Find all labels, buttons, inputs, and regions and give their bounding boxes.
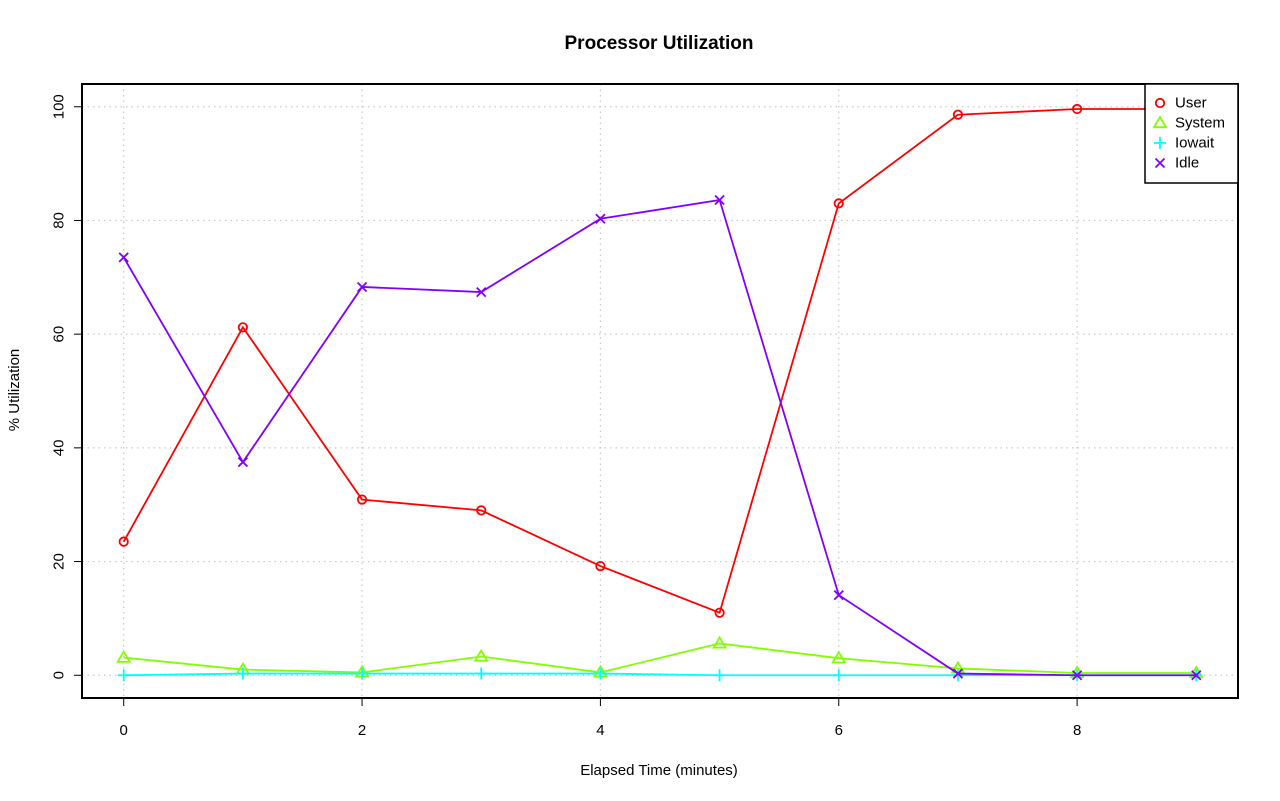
data-point-system <box>831 650 847 664</box>
series-line-system <box>123 642 1197 674</box>
legend-marker-idle <box>1154 157 1166 169</box>
legend-marker-user <box>1154 97 1166 109</box>
data-point-iowait <box>713 669 726 682</box>
data-point-iowait <box>475 667 488 680</box>
data-point-iowait <box>236 667 249 680</box>
legend-marker-iowait <box>1154 137 1166 149</box>
legend-items: User System Iowait Idle <box>1152 95 1225 172</box>
data-point-idle <box>1071 670 1083 681</box>
data-point-idle <box>476 286 487 298</box>
x-tick-label: 6 <box>835 722 843 739</box>
data-point-iowait <box>117 669 130 682</box>
y-tick-label: 40 <box>51 440 68 457</box>
y-tick-label: 60 <box>51 326 68 343</box>
y-tick-label: 20 <box>51 553 68 570</box>
data-point-idle <box>1191 670 1202 681</box>
x-tick-label: 4 <box>596 722 604 739</box>
data-point-idle <box>118 252 129 263</box>
plot-frame <box>81 83 1239 699</box>
legend-item-idle: Idle <box>1154 155 1199 172</box>
x-axis-label: Elapsed Time (minutes) <box>580 762 738 779</box>
x-tick-label: 0 <box>120 722 128 739</box>
data-point-user <box>356 494 368 505</box>
data-point-user <box>237 322 248 333</box>
data-point-system <box>712 635 728 649</box>
data-point-user <box>1072 103 1083 115</box>
data-point-idle <box>595 213 606 224</box>
series-line-user <box>122 108 1197 614</box>
y-axis-label: % Utilization <box>6 349 23 432</box>
legend-label-system: System <box>1175 115 1225 132</box>
data-point-user <box>476 505 487 516</box>
legend-label-user: User <box>1175 95 1207 112</box>
y-tick-label: 100 <box>51 94 68 119</box>
legend-item-system: System <box>1152 115 1225 132</box>
data-point-iowait <box>356 667 369 680</box>
data-point-idle <box>952 668 964 679</box>
data-point-user <box>595 561 606 572</box>
y-tick-label: 0 <box>51 671 68 679</box>
grid-layer <box>82 84 1238 698</box>
legend-marker-system <box>1152 115 1168 129</box>
data-point-system <box>116 649 132 663</box>
x-tick-label: 2 <box>358 722 366 739</box>
legend-item-iowait: Iowait <box>1154 135 1215 152</box>
data-point-user <box>952 109 964 120</box>
data-point-user <box>714 607 725 618</box>
legend: User System Iowait Idle <box>1144 83 1239 184</box>
series-layer <box>116 103 1204 682</box>
data-point-idle <box>237 456 249 468</box>
series-line-idle <box>122 198 1197 677</box>
legend-box <box>1144 83 1239 184</box>
y-tick-label: 80 <box>51 212 68 229</box>
series-user <box>118 103 1202 618</box>
x-tick-label: 8 <box>1073 722 1081 739</box>
data-point-user <box>833 198 844 209</box>
data-point-idle <box>356 281 368 293</box>
data-point-user <box>118 536 129 547</box>
data-point-idle <box>714 194 725 206</box>
legend-label-iowait: Iowait <box>1175 135 1215 152</box>
data-point-iowait <box>832 669 845 682</box>
data-point-iowait <box>951 669 964 682</box>
data-point-system <box>473 648 489 662</box>
legend-label-idle: Idle <box>1175 155 1199 172</box>
series-idle <box>118 194 1202 681</box>
data-point-idle <box>833 589 844 601</box>
data-point-iowait <box>594 667 607 680</box>
legend-item-user: User <box>1154 95 1207 112</box>
chart-title: Processor Utilization <box>565 33 754 54</box>
series-system <box>116 635 1204 679</box>
